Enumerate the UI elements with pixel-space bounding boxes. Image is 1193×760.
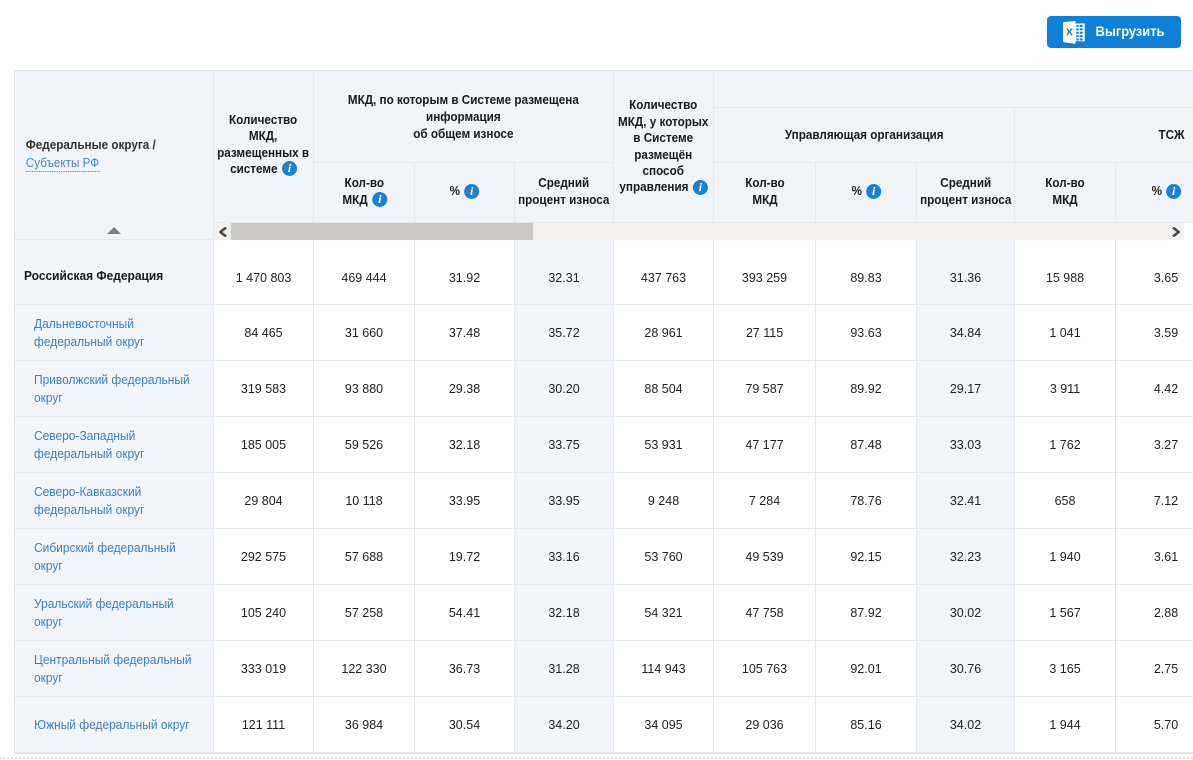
svg-text:X: X — [1066, 26, 1073, 38]
